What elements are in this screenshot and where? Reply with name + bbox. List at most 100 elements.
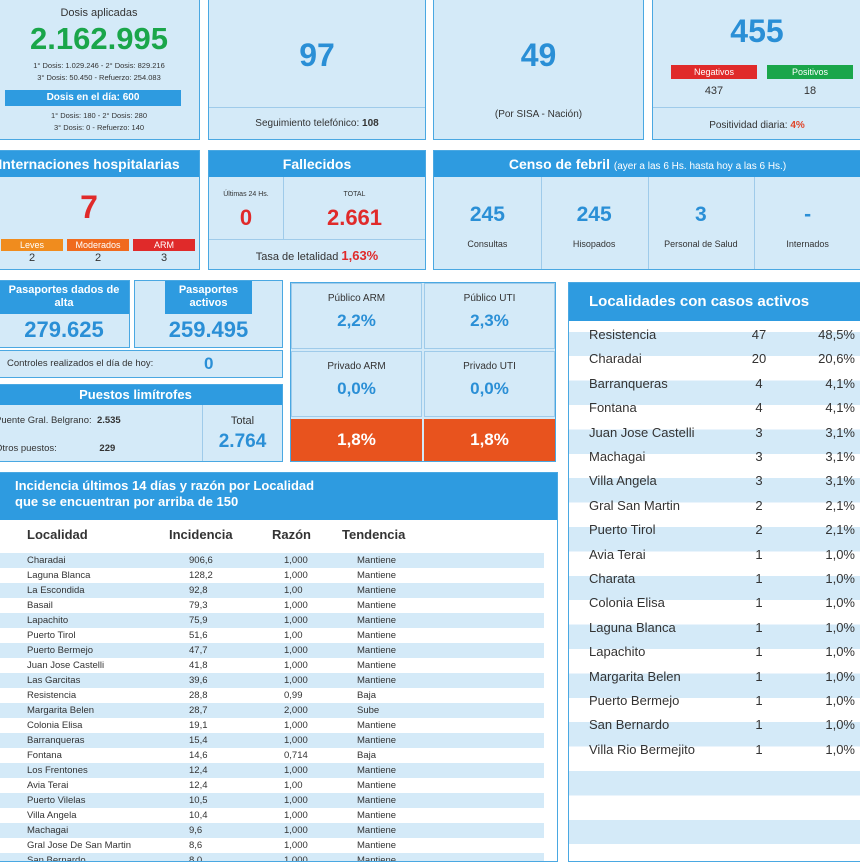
deaths-panel: Fallecidos Últimas 24 Hs. 0 TOTAL 2.661 … [208, 150, 426, 270]
incidence-row: Las Garcitas 39,6 1,000 Mantiene [0, 673, 544, 688]
incidence-cell: 28,7 [189, 705, 208, 716]
divider [209, 107, 425, 108]
occupancy-total: 1,8% [424, 419, 555, 461]
vaccines-line: 3° Dosis: 50.450 - Refuerzo: 254.083 [37, 73, 161, 82]
active-row: San Bernardo 1 1,0% [569, 713, 860, 737]
incidence-row: Avia Terai 12,4 1,00 Mantiene [0, 778, 544, 793]
incidence-cell: 1,000 [284, 600, 308, 611]
incidence-cell: Lapachito [27, 615, 69, 626]
incidence-cell: Los Frentones [27, 765, 88, 776]
tests-total: 455 [730, 13, 784, 49]
incidence-cell: Mantiene [357, 675, 397, 686]
positives-tag: Positivos [767, 65, 853, 79]
divider [209, 239, 425, 240]
fever-subtitle: (ayer a las 6 Hs. hasta hoy a las 6 Hs.) [613, 161, 787, 172]
locality: Villa Rio Bermejito [589, 741, 695, 757]
percent: 3,1% [825, 424, 855, 440]
incidence-cell: Mantiene [357, 570, 397, 581]
percent: 2,1% [825, 522, 855, 538]
occupancy-label: Privado UTI [463, 361, 516, 372]
occupancy-value: 2,2% [337, 311, 376, 330]
incidence-row: Barranqueras 15,4 1,000 Mantiene [0, 733, 544, 748]
active-passports-panel: Pasaportes activos 259.495 [134, 280, 283, 348]
positivity: Positividad diaria: 4% [653, 120, 860, 131]
incidence-row: Puerto Tirol 51,6 1,00 Mantiene [0, 628, 544, 643]
incidence-cell: 1,000 [284, 795, 308, 806]
incidence-cell: 12,4 [189, 765, 208, 776]
cases: 2 [755, 497, 763, 513]
locality: Margarita Belen [589, 668, 681, 684]
fever-value: 245 [576, 203, 612, 226]
cases: 1 [755, 644, 763, 660]
incidence-row: Puerto Bermejo 47,7 1,000 Mantiene [0, 643, 544, 658]
active-row: Resistencia 47 48,5% [569, 323, 860, 347]
belgrano-label: Puente Gral. Belgrano: [0, 415, 92, 426]
incidence-cell: 28,8 [189, 690, 208, 701]
column-header: Razón [272, 527, 311, 542]
positivity-value: 4% [790, 120, 805, 131]
fever-value: 3 [695, 203, 707, 226]
active-row: Barranqueras 4 4,1% [569, 372, 860, 396]
incidence-cell: 10,4 [189, 810, 208, 821]
fever-label: Personal de Salud [664, 239, 738, 249]
incidence-cell: 41,8 [189, 660, 208, 671]
active-passports-value: 259.495 [168, 317, 249, 342]
incidence-cell: La Escondida [27, 585, 85, 596]
cases: 3 [755, 449, 763, 464]
incidence-row: Fontana 14,6 0,714 Baja [0, 748, 544, 763]
percent: 3,1% [825, 449, 855, 464]
incidence-panel: Incidencia últimos 14 días y razón por L… [0, 472, 558, 862]
active-title: Localidades con casos activos [569, 283, 860, 321]
incidence-cell: Mantiene [357, 855, 397, 862]
incidence-cell: Fontana [27, 750, 62, 761]
level-tag: Leves [1, 239, 63, 251]
locality: Laguna Blanca [589, 619, 676, 635]
followup-text: Seguimiento telefónico: [255, 118, 360, 129]
discharged-label: Pasaportes dados de alta [0, 281, 129, 314]
incidence-header: Incidencia últimos 14 días y razón por L… [0, 473, 557, 520]
incidence-cell: 1,000 [284, 555, 308, 566]
incidence-row: Juan Jose Castelli 41,8 1,000 Mantiene [0, 658, 544, 673]
incidence-cell: Mantiene [357, 645, 397, 656]
cases: 3 [755, 424, 763, 440]
borders-total-label: Total [230, 415, 255, 427]
negatives-tag: Negativos [671, 65, 757, 79]
locality: Barranqueras [589, 375, 668, 391]
incidence-row: Machagai 9,6 1,000 Mantiene [0, 823, 544, 838]
fever-label: Internados [786, 239, 829, 249]
cases: 2 [755, 522, 763, 538]
cases: 1 [755, 717, 763, 733]
controls-value: 0 [204, 354, 214, 373]
sisa-label: (Por SISA - Nación) [494, 109, 583, 120]
incidence-cell: Sube [357, 705, 380, 716]
sisa-panel: 49 (Por SISA - Nación) [433, 0, 644, 140]
incidence-cell: 128,2 [189, 570, 213, 581]
cases: 1 [755, 619, 763, 635]
incidence-cell: Mantiene [357, 615, 397, 626]
fever-label: Consultas [467, 239, 508, 249]
incidence-cell: Mantiene [357, 660, 397, 671]
incidence-row: Resistencia 28,8 0,99 Baja [0, 688, 544, 703]
divider [647, 177, 649, 269]
incidence-row: Los Frentones 12,4 1,000 Mantiene [0, 763, 544, 778]
column-header: Tendencia [342, 527, 406, 542]
incidence-cell: Gral Jose De San Martin [27, 840, 132, 851]
incidence-cell: Mantiene [357, 735, 397, 746]
vaccines-panel: Dosis aplicadas 2.162.995 1° Dosis: 1.02… [0, 0, 200, 140]
percent: 1,0% [825, 571, 855, 586]
incidence-cell: Barranqueras [27, 735, 85, 746]
incidence-cell: 1,000 [284, 735, 308, 746]
level-value: 2 [28, 252, 36, 264]
incidence-cell: 8,6 [189, 840, 203, 851]
incidence-cell: 0,99 [284, 690, 303, 701]
percent: 4,1% [825, 375, 855, 391]
incidence-cell: Margarita Belen [27, 705, 95, 716]
incidence-cell: Mantiene [357, 840, 397, 851]
borders-title: Puestos limítrofes [0, 385, 282, 405]
fever-header: Censo de febril (ayer a las 6 Hs. hasta … [434, 151, 860, 177]
level-tag: ARM [133, 239, 195, 251]
controls-panel: Controles realizados el día de hoy: 0 [0, 350, 283, 378]
divider [653, 107, 860, 108]
incidence-title: que se encuentran por arriba de 150 [15, 494, 239, 509]
incidence-cell: 14,6 [189, 750, 208, 761]
